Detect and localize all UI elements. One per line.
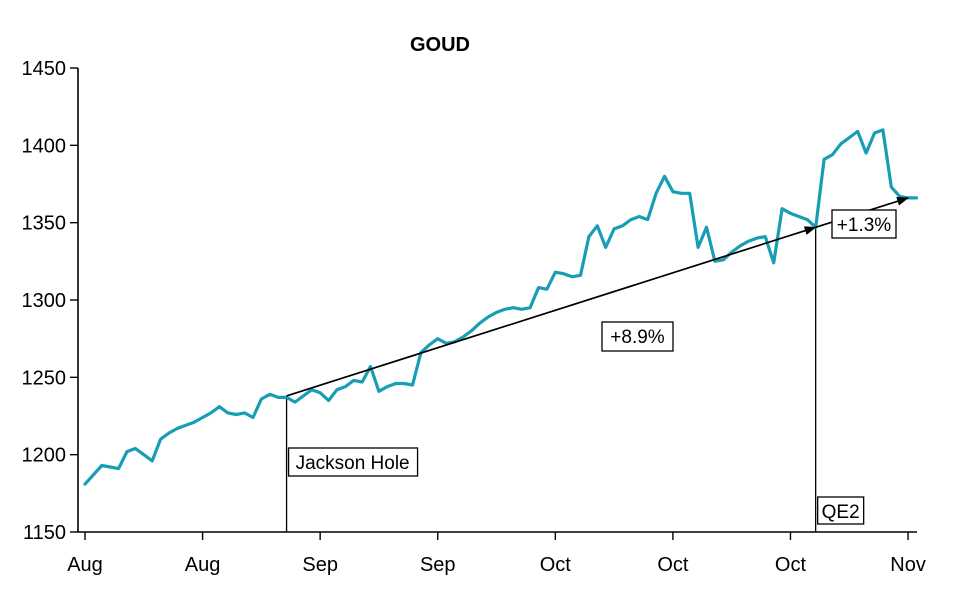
x-tick-label: Oct: [540, 554, 572, 576]
x-tick-label: Oct: [657, 554, 689, 576]
x-tick-label: Aug: [67, 554, 103, 576]
x-tick-label: Nov: [890, 554, 926, 576]
y-tick-label: 1300: [22, 290, 67, 312]
y-tick-label: 1450: [22, 58, 67, 80]
trend-1-arrow: [286, 226, 817, 397]
y-tick-label: 1250: [22, 367, 67, 389]
y-tick-label: 1400: [22, 135, 67, 157]
x-tick-label: Aug: [185, 554, 221, 576]
trend-1-label-frame: [601, 321, 674, 352]
y-tick-label: 1200: [22, 445, 67, 467]
price-line-series: [83, 128, 919, 486]
trend-2-label-box: +1.3%: [831, 209, 897, 239]
trend-2-label-frame: [831, 209, 897, 239]
y-tick-label: 1150: [23, 522, 66, 544]
qe2-label-box: QE2: [817, 496, 865, 525]
jackson-hole-label-box: Jackson Hole: [287, 447, 419, 477]
qe2-label-frame: [817, 496, 865, 525]
y-tick-label: 1350: [22, 213, 67, 235]
chart-title: GOUD: [410, 34, 470, 56]
trend-1-label: +8.9%: [610, 327, 665, 348]
x-tick-label: Sep: [420, 554, 456, 576]
trend-2-label: +1.3%: [837, 215, 892, 236]
jackson-hole-label-frame: [287, 447, 419, 477]
x-tick-label: Oct: [775, 554, 807, 576]
qe2-label: QE2: [822, 502, 860, 523]
jackson-hole-label: Jackson Hole: [296, 453, 410, 474]
x-tick-label: Sep: [302, 554, 338, 576]
trend-1-label-box: +8.9%: [601, 321, 674, 352]
